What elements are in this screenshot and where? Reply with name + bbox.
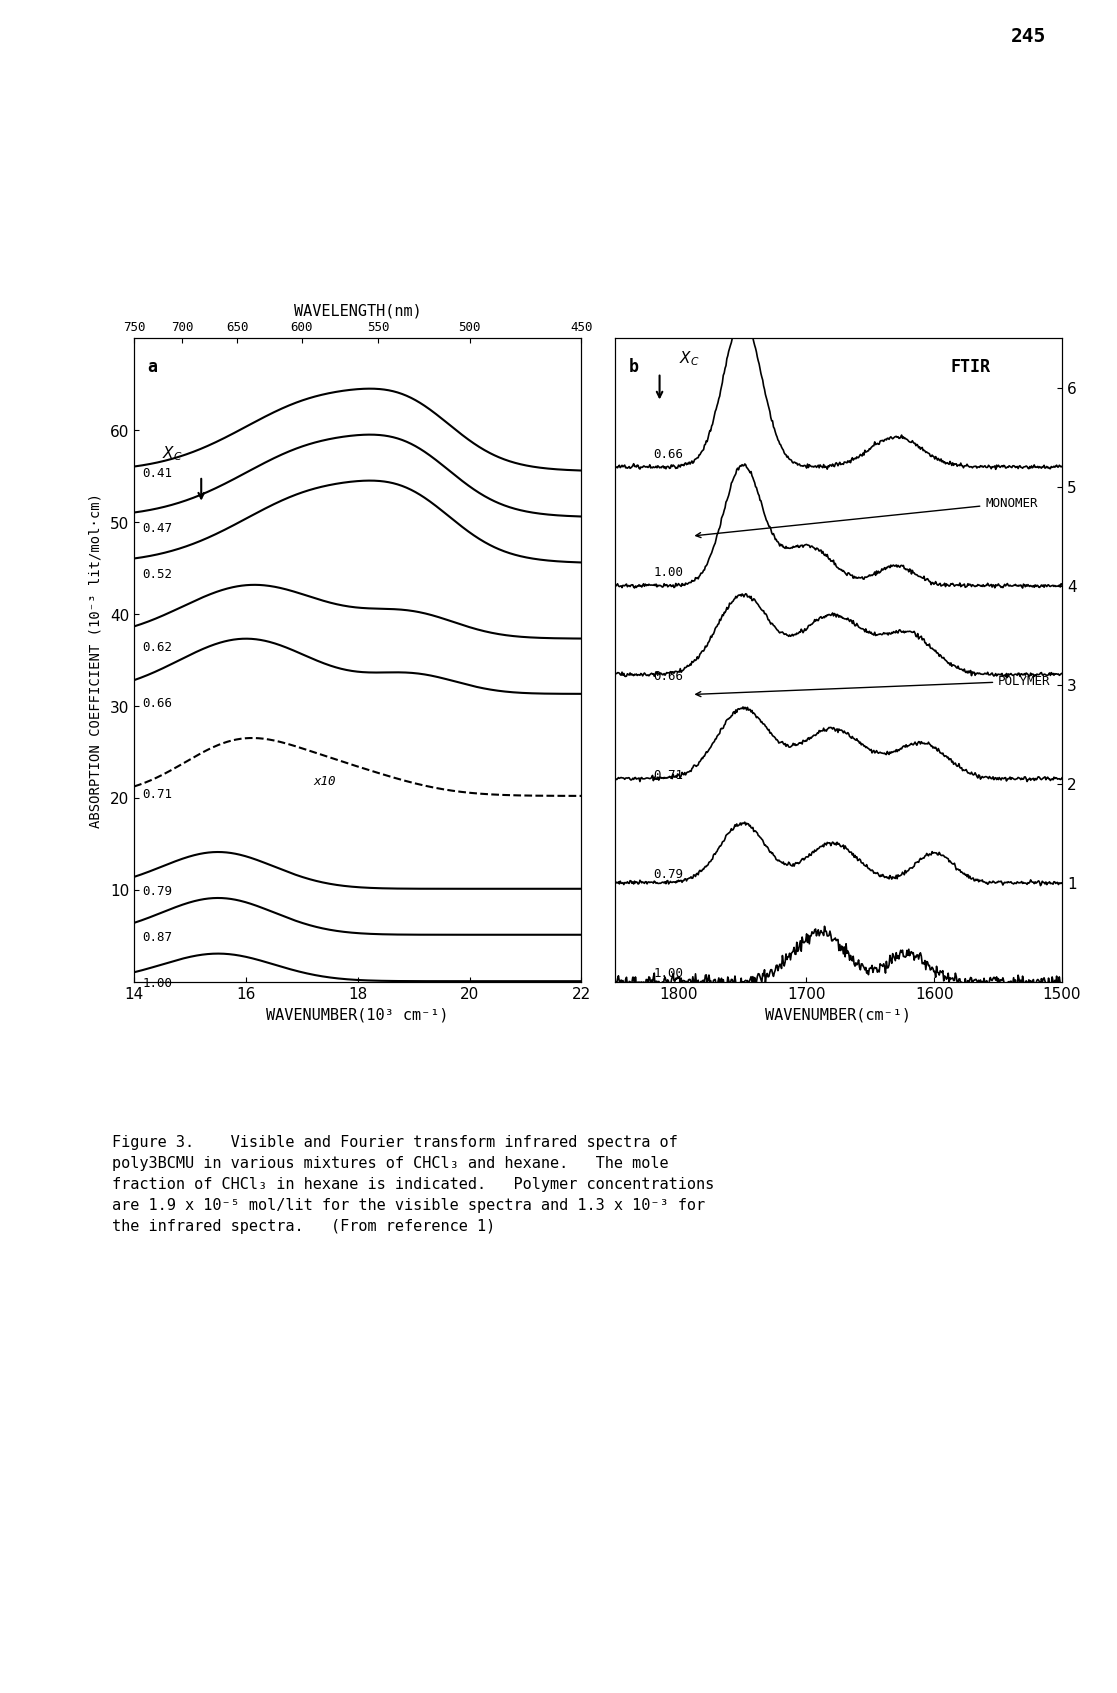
- Text: $X_C$: $X_C$: [678, 349, 698, 367]
- X-axis label: WAVELENGTH(nm): WAVELENGTH(nm): [294, 303, 421, 318]
- Text: MONOMER: MONOMER: [695, 496, 1037, 538]
- Text: 0.66: 0.66: [143, 696, 172, 709]
- Y-axis label: ABSORPTION COEFFICIENT (10⁻³ lit/mol·cm): ABSORPTION COEFFICIENT (10⁻³ lit/mol·cm): [89, 493, 103, 828]
- Text: 0.62: 0.62: [143, 642, 172, 653]
- Text: 1.00: 1.00: [143, 977, 172, 989]
- Text: 1.00: 1.00: [652, 967, 682, 980]
- Text: 0.52: 0.52: [143, 567, 172, 581]
- Text: 0.79: 0.79: [143, 885, 172, 897]
- X-axis label: WAVENUMBER(cm⁻¹): WAVENUMBER(cm⁻¹): [765, 1007, 910, 1023]
- X-axis label: WAVENUMBER(10³ cm⁻¹): WAVENUMBER(10³ cm⁻¹): [266, 1007, 449, 1023]
- Text: 0.66: 0.66: [652, 670, 682, 682]
- Text: 0.87: 0.87: [143, 931, 172, 943]
- Text: FTIR: FTIR: [949, 357, 990, 376]
- Text: 0.66: 0.66: [652, 447, 682, 460]
- Text: 0.71: 0.71: [652, 769, 682, 782]
- Text: b: b: [628, 357, 638, 376]
- Text: POLYMER: POLYMER: [695, 676, 1050, 698]
- Text: Figure 3.    Visible and Fourier transform infrared spectra of
poly3BCMU in vari: Figure 3. Visible and Fourier transform …: [112, 1134, 714, 1233]
- Text: 0.79: 0.79: [652, 869, 682, 880]
- Text: 0.71: 0.71: [143, 789, 172, 801]
- Text: 1.00: 1.00: [652, 565, 682, 579]
- Text: 245: 245: [1010, 27, 1046, 46]
- Text: x10: x10: [313, 774, 335, 787]
- Text: 0.41: 0.41: [143, 467, 172, 479]
- Text: $X_C$: $X_C$: [162, 444, 182, 462]
- Text: a: a: [147, 357, 157, 376]
- Text: 0.47: 0.47: [143, 521, 172, 535]
